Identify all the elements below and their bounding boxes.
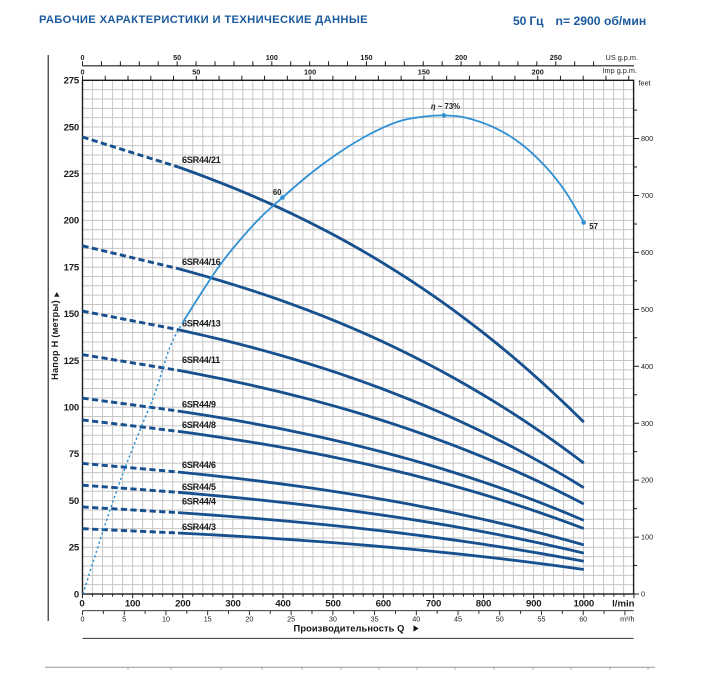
svg-text:0: 0 (79, 599, 84, 610)
svg-text:200: 200 (455, 53, 467, 62)
svg-text:6SR44/11: 6SR44/11 (182, 355, 220, 365)
svg-text:6SR44/21: 6SR44/21 (182, 155, 221, 165)
svg-text:175: 175 (64, 262, 80, 273)
svg-text:0: 0 (80, 53, 84, 62)
svg-text:275: 275 (64, 76, 80, 87)
svg-text:400: 400 (275, 599, 290, 610)
svg-text:200: 200 (64, 216, 79, 227)
svg-text:feet: feet (639, 79, 651, 88)
svg-text:0: 0 (80, 67, 84, 76)
svg-text:6SR44/8: 6SR44/8 (182, 420, 216, 430)
svg-text:6SR44/3: 6SR44/3 (182, 522, 216, 532)
svg-text:6SR44/4: 6SR44/4 (182, 497, 217, 507)
svg-text:150: 150 (360, 53, 372, 62)
svg-text:100: 100 (64, 403, 79, 414)
svg-text:100: 100 (641, 533, 653, 542)
svg-text:200: 200 (175, 599, 190, 610)
svg-text:100: 100 (125, 599, 140, 610)
svg-text:m³/h: m³/h (620, 615, 634, 624)
svg-text:800: 800 (641, 134, 653, 143)
svg-text:50: 50 (496, 615, 504, 624)
svg-text:50: 50 (192, 67, 200, 76)
svg-text:900: 900 (526, 599, 541, 610)
svg-text:200: 200 (641, 476, 653, 485)
svg-text:150: 150 (64, 309, 79, 320)
svg-text:Напор H (метры): Напор H (метры) (50, 300, 60, 380)
svg-text:55: 55 (538, 615, 546, 624)
svg-text:600: 600 (641, 248, 653, 257)
svg-text:45: 45 (454, 615, 462, 624)
svg-text:50: 50 (69, 496, 79, 507)
svg-text:40: 40 (412, 615, 420, 624)
svg-text:1000: 1000 (574, 599, 595, 610)
svg-text:0: 0 (81, 615, 85, 624)
svg-text:Imp g.p.m.: Imp g.p.m. (603, 66, 637, 75)
svg-text:US g.p.m.: US g.p.m. (606, 53, 638, 62)
svg-text:700: 700 (641, 191, 653, 200)
svg-text:35: 35 (371, 615, 379, 624)
svg-text:6SR44/9: 6SR44/9 (182, 400, 216, 410)
svg-text:800: 800 (476, 599, 491, 610)
svg-text:57: 57 (589, 222, 598, 231)
svg-text:n= 2900 об/мин: n= 2900 об/мин (556, 14, 647, 28)
svg-text:250: 250 (550, 53, 562, 62)
svg-text:6SR44/13: 6SR44/13 (182, 318, 221, 328)
svg-text:75: 75 (69, 449, 80, 460)
svg-text:25: 25 (287, 615, 295, 624)
svg-text:100: 100 (266, 53, 278, 62)
svg-text:50: 50 (173, 53, 181, 62)
svg-text:η ~ 73%: η ~ 73% (431, 102, 460, 111)
svg-text:400: 400 (641, 362, 653, 371)
svg-text:100: 100 (304, 67, 316, 76)
svg-text:500: 500 (325, 599, 340, 610)
svg-text:15: 15 (204, 615, 212, 624)
svg-text:200: 200 (532, 67, 544, 76)
svg-text:Производительность Q: Производительность Q (294, 624, 405, 634)
svg-text:5: 5 (122, 615, 126, 624)
svg-text:60: 60 (273, 188, 282, 197)
svg-text:700: 700 (426, 599, 441, 610)
svg-text:125: 125 (64, 356, 80, 367)
svg-text:300: 300 (641, 419, 653, 428)
svg-text:25: 25 (69, 543, 80, 554)
svg-text:250: 250 (64, 122, 79, 133)
svg-text:60: 60 (579, 615, 587, 624)
svg-text:30: 30 (329, 615, 337, 624)
svg-text:20: 20 (245, 615, 253, 624)
svg-text:6SR44/16: 6SR44/16 (182, 257, 221, 267)
svg-text:0: 0 (641, 590, 645, 599)
svg-text:0: 0 (74, 589, 79, 600)
svg-text:50 Гц: 50 Гц (513, 14, 544, 28)
svg-text:l/min: l/min (612, 599, 635, 610)
svg-text:10: 10 (162, 615, 170, 624)
svg-text:РАБОЧИЕ ХАРАКТЕРИСТИКИ И ТЕХНИ: РАБОЧИЕ ХАРАКТЕРИСТИКИ И ТЕХНИЧЕСКИЕ ДАН… (39, 14, 368, 26)
svg-text:150: 150 (418, 67, 430, 76)
svg-text:225: 225 (64, 169, 80, 180)
svg-text:600: 600 (376, 599, 391, 610)
svg-text:6SR44/6: 6SR44/6 (182, 460, 216, 470)
svg-text:300: 300 (225, 599, 240, 610)
svg-text:6SR44/5: 6SR44/5 (182, 482, 216, 492)
svg-text:500: 500 (641, 305, 653, 314)
